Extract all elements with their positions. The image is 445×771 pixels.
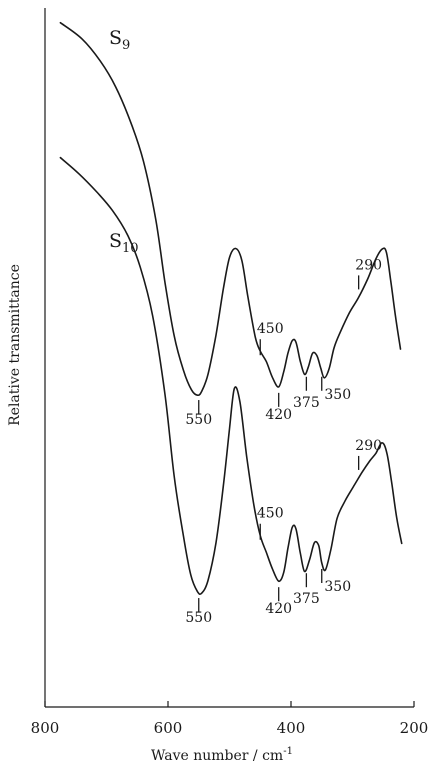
peak-label-s10-290: 290: [355, 438, 382, 454]
peak-label-s9-420: 420: [265, 407, 292, 423]
series-label-s9: S9: [109, 27, 130, 53]
peak-label-s9-450: 450: [257, 321, 284, 337]
series-layer: S9 S10: [59, 21, 403, 596]
peak-label-s9-550: 550: [185, 412, 212, 428]
x-tick-label-800: 800: [31, 719, 60, 737]
peak-label-s9-290: 290: [355, 257, 382, 273]
peak-label-s10-450: 450: [257, 506, 284, 522]
peak-label-s10-550: 550: [185, 610, 212, 626]
series-label-s10: S10: [109, 230, 139, 256]
peak-label-s9-350: 350: [324, 387, 351, 403]
peak-label-s10-420: 420: [265, 601, 292, 617]
y-axis-label: Relative transmittance: [7, 264, 23, 426]
peak-label-s10-375: 375: [293, 591, 320, 607]
x-axis-label-exponent: -1: [283, 746, 293, 757]
plot-frame: [44, 8, 414, 708]
x-axis-ticks: 800 600 400 200: [31, 701, 429, 737]
series-line-s9: [59, 21, 402, 397]
peak-label-s10-350: 350: [324, 579, 351, 595]
x-tick-label-600: 600: [154, 719, 183, 737]
x-axis-label-text: Wave number / cm: [151, 748, 283, 764]
peak-label-s9-375: 375: [293, 395, 320, 411]
x-axis-label: Wave number / cm-1: [151, 746, 293, 764]
x-tick-label-400: 400: [277, 719, 306, 737]
series-line-s10: [59, 156, 403, 596]
x-tick-label-200: 200: [400, 719, 429, 737]
